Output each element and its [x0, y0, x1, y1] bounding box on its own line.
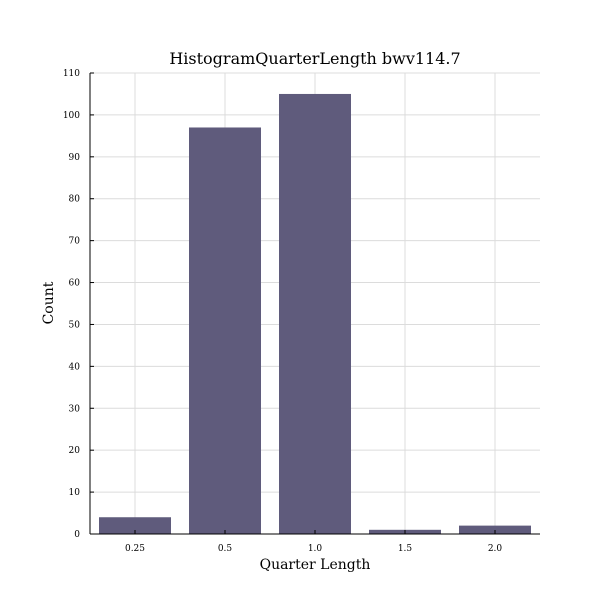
x-tick-label: 2.0 — [488, 544, 503, 554]
bars — [99, 93, 531, 535]
bar-2.0 — [459, 525, 531, 534]
y-tick-label: 10 — [69, 488, 81, 498]
y-tick-label: 40 — [69, 362, 81, 372]
y-axis-label: Count — [41, 281, 57, 324]
x-tick-label: 1.5 — [398, 544, 413, 554]
tick-labels: 0 10 20 30 40 50 60 70 80 90 100 110 0.25 0.5 1.0 1.5 2.… — [63, 69, 503, 554]
x-tick-label: 0.25 — [125, 544, 145, 554]
y-tick-label: 0 — [74, 530, 80, 540]
x-axis-label: Quarter Length — [260, 557, 371, 573]
bar-0.5 — [189, 127, 261, 535]
bar-1.0 — [279, 93, 351, 535]
y-tick-label: 30 — [69, 404, 81, 414]
y-tick-label: 110 — [63, 69, 80, 79]
y-tick-label: 50 — [69, 320, 81, 330]
y-tick-label: 100 — [63, 111, 80, 121]
x-tick-label: 0.5 — [218, 544, 233, 554]
y-tick-label: 80 — [69, 195, 81, 205]
chart-title: HistogramQuarterLength bwv114.7 — [169, 49, 460, 68]
y-tick-label: 60 — [69, 279, 81, 289]
axes — [89, 72, 540, 535]
x-tick-label: 1.0 — [308, 544, 323, 554]
y-tick-label: 20 — [69, 446, 81, 456]
bar-0.25 — [99, 517, 171, 534]
y-tick-label: 70 — [69, 237, 81, 247]
y-tick-label: 90 — [69, 153, 81, 163]
